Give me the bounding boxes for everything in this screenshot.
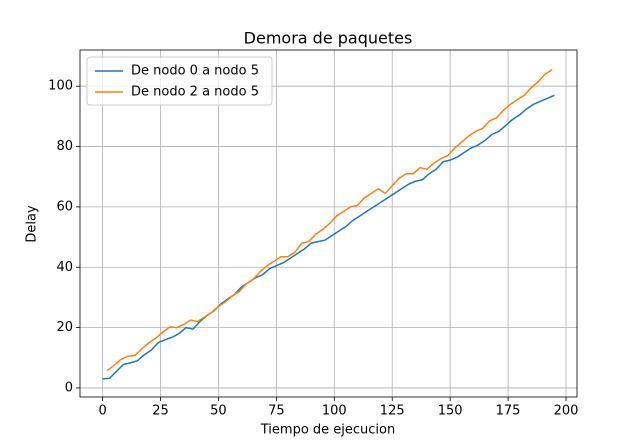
- axes-frame: [79, 49, 578, 398]
- x-tick-label: 200: [554, 404, 579, 419]
- data-line: [106, 68, 553, 372]
- x-axis-label: Tiempo de ejecucion: [260, 423, 395, 438]
- chart-title: Demora de paquetes: [244, 29, 413, 48]
- y-tick-label: 40: [56, 260, 73, 275]
- x-tick-label: 175: [496, 404, 521, 419]
- legend-label: De nodo 0 a nodo 5: [131, 64, 259, 79]
- y-tick-label: 60: [56, 199, 73, 214]
- x-tick-label: 0: [98, 404, 106, 419]
- x-tick-label: 125: [380, 404, 405, 419]
- data-line: [102, 94, 555, 380]
- x-tick-label: 150: [438, 404, 463, 419]
- y-tick-label: 80: [56, 139, 73, 154]
- legend-label: De nodo 2 a nodo 5: [131, 85, 259, 100]
- x-tick-label: 75: [268, 404, 285, 419]
- y-tick-label: 20: [56, 320, 73, 335]
- x-tick-label: 25: [152, 404, 169, 419]
- x-tick-label: 100: [322, 404, 347, 419]
- legend-box: [86, 56, 273, 106]
- x-tick-label: 50: [210, 404, 227, 419]
- y-axis-label: Delay: [25, 205, 40, 243]
- y-tick-label: 100: [48, 79, 73, 94]
- y-tick-label: 0: [65, 380, 73, 395]
